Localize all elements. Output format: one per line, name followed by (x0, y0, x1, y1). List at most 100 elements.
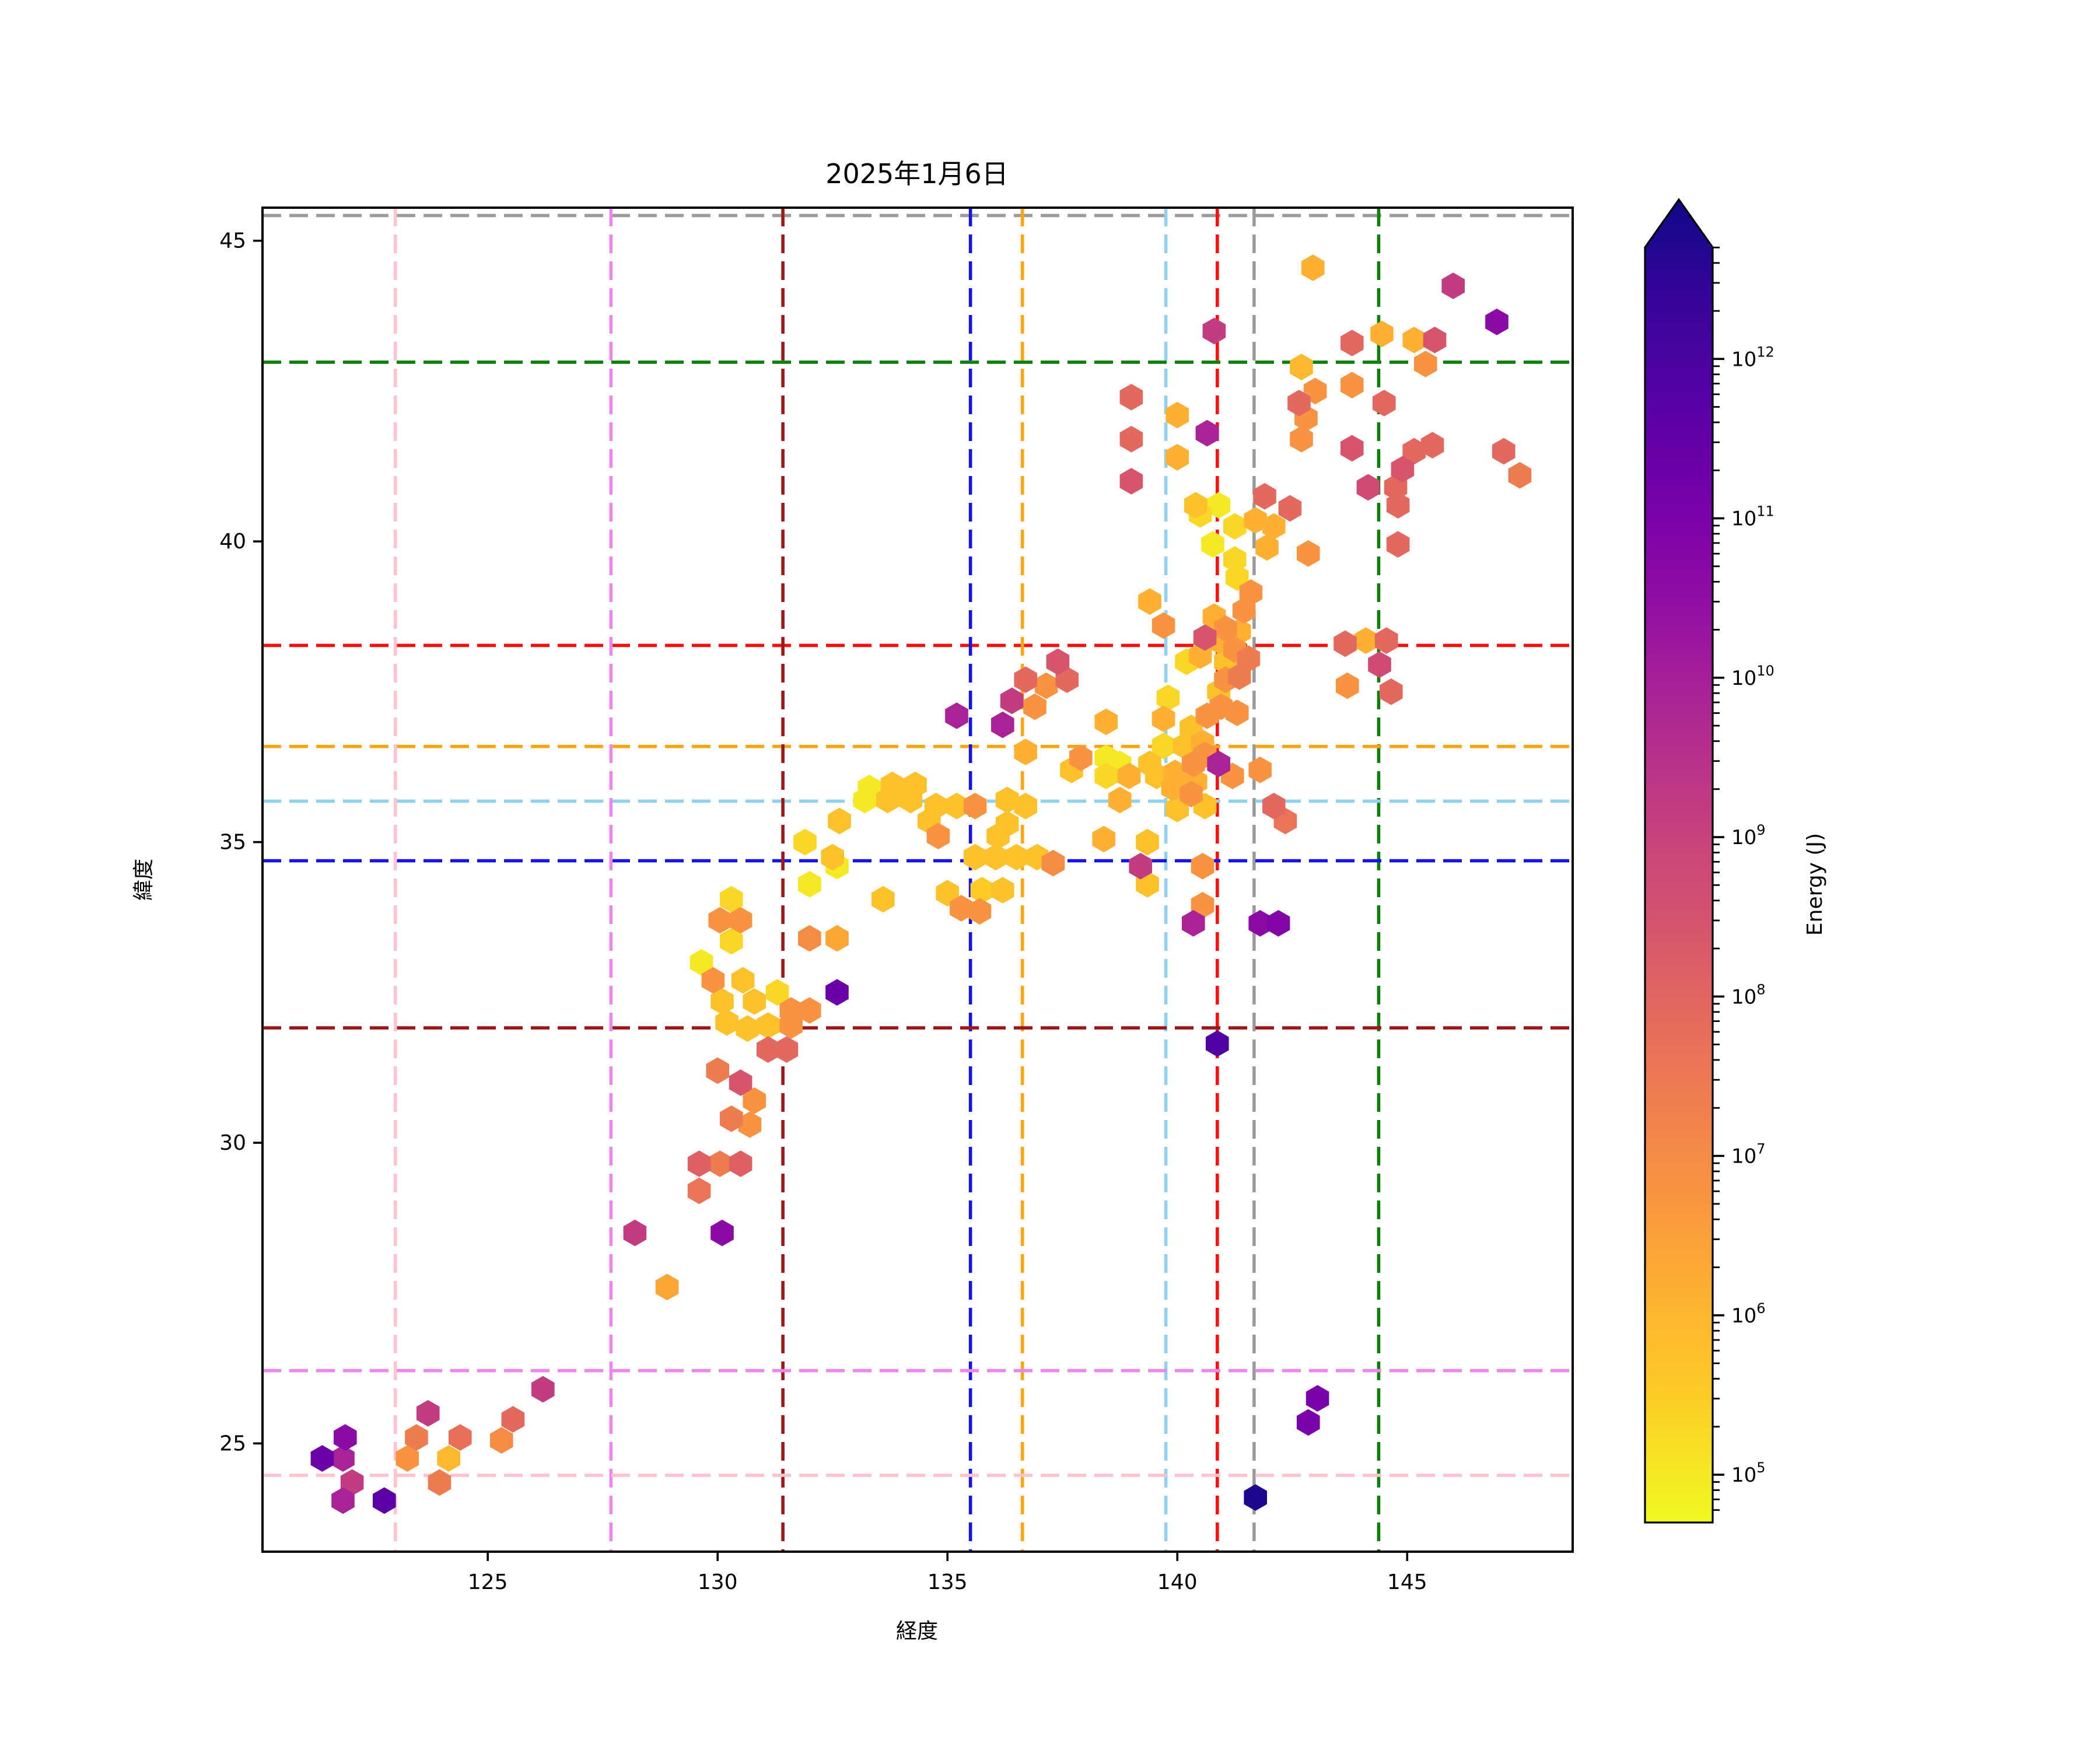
hexbin-cell (501, 1406, 525, 1433)
hexbin-cell (825, 979, 849, 1006)
hexbin-cell (1108, 786, 1132, 814)
hexbin-cell (1402, 438, 1426, 465)
hexbin-cell (1180, 780, 1203, 807)
hexbin-cell (1301, 254, 1325, 281)
hexbin-cell (720, 1105, 743, 1132)
hexbin-cell (1340, 330, 1364, 356)
hexbin-cell (1119, 384, 1143, 411)
hexbin-cell (428, 1469, 452, 1496)
hexbin-cell (655, 1273, 679, 1301)
hexbin-cell (1163, 760, 1187, 786)
hexbin-cell (1136, 828, 1159, 856)
hexbin-cell (687, 1150, 711, 1177)
hexbin-cell (984, 844, 1007, 871)
hexbin-cell (765, 979, 789, 1006)
hexbin-cell (531, 1376, 555, 1403)
x-tick-label: 145 (1387, 1570, 1427, 1594)
hexbin-cell (701, 967, 725, 994)
hexbin-cell (1375, 627, 1398, 654)
hexbin-cell (1244, 1484, 1267, 1511)
hexbin-cell (736, 1015, 760, 1042)
hexbin-cell (828, 807, 851, 835)
hexbin-cell (738, 1111, 762, 1138)
hexbin-cell (963, 844, 987, 871)
hexbin-cell (1207, 492, 1230, 519)
hexbin-cell (1094, 708, 1118, 736)
hexbin-cell (1297, 1409, 1320, 1436)
x-tick-label: 130 (698, 1570, 738, 1594)
hexbin-cell (743, 988, 766, 1015)
hexbin-cell (798, 997, 821, 1024)
hexbin-cell (1069, 744, 1093, 771)
hexbin-cell (731, 967, 755, 994)
hexbin-cell (1441, 272, 1465, 299)
hexbin-cell (449, 1424, 472, 1451)
hexbin-cell (1297, 540, 1320, 567)
hexbin-cell (1094, 762, 1118, 789)
hexbin-cell (1005, 844, 1028, 871)
hexbin-cell (1266, 910, 1290, 937)
hexbin-cell (950, 895, 973, 922)
hexbin-cell (858, 775, 881, 802)
hexbin-cell (1191, 892, 1214, 919)
hexbin-cell (1195, 419, 1219, 447)
hexbin-cell (405, 1424, 428, 1451)
hexbin-cell (1336, 672, 1359, 699)
y-tick-label: 45 (219, 229, 246, 253)
hexbin-cell (757, 1012, 780, 1039)
x-tick-label: 135 (928, 1570, 968, 1594)
colorbar-tick-label: 1012 (1731, 344, 1774, 371)
hexbin-cell (1184, 492, 1208, 519)
hexbin-cell (1193, 624, 1217, 651)
y-tick-label: 30 (219, 1131, 246, 1155)
hexbin-cell (821, 844, 844, 871)
hexbin-cell (968, 898, 992, 925)
colorbar-tick-label: 106 (1731, 1300, 1766, 1328)
hexbin-cell (1152, 612, 1175, 639)
hexbin-cell (373, 1487, 396, 1514)
hexbin-cell (1373, 390, 1396, 416)
hexbin-cell (1380, 678, 1403, 705)
hexbin-cell (710, 1219, 734, 1247)
hexbin-cell (720, 928, 743, 955)
hexbin-cell (945, 702, 968, 729)
hexbin-cell (1340, 435, 1364, 462)
hexbin-cell (1356, 474, 1380, 501)
hexbin-cell (1253, 483, 1276, 510)
hexbin-cell (1237, 645, 1261, 672)
hexbin-cell (1492, 438, 1516, 465)
y-tick-label: 25 (219, 1432, 246, 1455)
hexbin-cell (798, 871, 821, 898)
colorbar-tick-label: 105 (1731, 1460, 1766, 1487)
hexbin-cell (1156, 684, 1180, 711)
hexbin-cell (1034, 672, 1058, 699)
hexbin-cell (1202, 317, 1226, 345)
hexbin-cell (872, 886, 895, 913)
hexbin-cell (1226, 699, 1249, 726)
colorbar-tick-label: 1010 (1731, 663, 1774, 690)
hexbin-cell (1000, 687, 1024, 715)
hexbin-cell (924, 793, 948, 820)
hexbin-cell (1386, 492, 1410, 519)
hexbin-cell (690, 949, 713, 976)
hexbin-cell (1508, 462, 1532, 489)
hexbin-cell (1152, 732, 1175, 760)
hexbin-cell (1119, 426, 1143, 453)
hexbin-cell (623, 1219, 647, 1247)
hexbin-cell (708, 907, 732, 934)
hexbin-cell (1262, 793, 1286, 820)
hexbin-cell (1420, 432, 1444, 459)
hexbin-cell (1129, 853, 1152, 880)
hexbin-cell (1248, 910, 1272, 937)
hexbin-cell (1207, 750, 1230, 778)
hexbin-cell (310, 1445, 334, 1472)
hexbin-cell (1306, 1385, 1329, 1412)
hexbin-cell (1370, 320, 1394, 348)
hexbin-cell (1119, 468, 1143, 495)
hexbin-cell (1262, 513, 1286, 540)
hexbin-cell (1201, 531, 1224, 558)
hexbin-cell (1191, 853, 1214, 880)
hexbin-cell (1340, 372, 1364, 398)
hexbin-cell (1117, 762, 1141, 789)
hexbin-cell (970, 877, 994, 904)
